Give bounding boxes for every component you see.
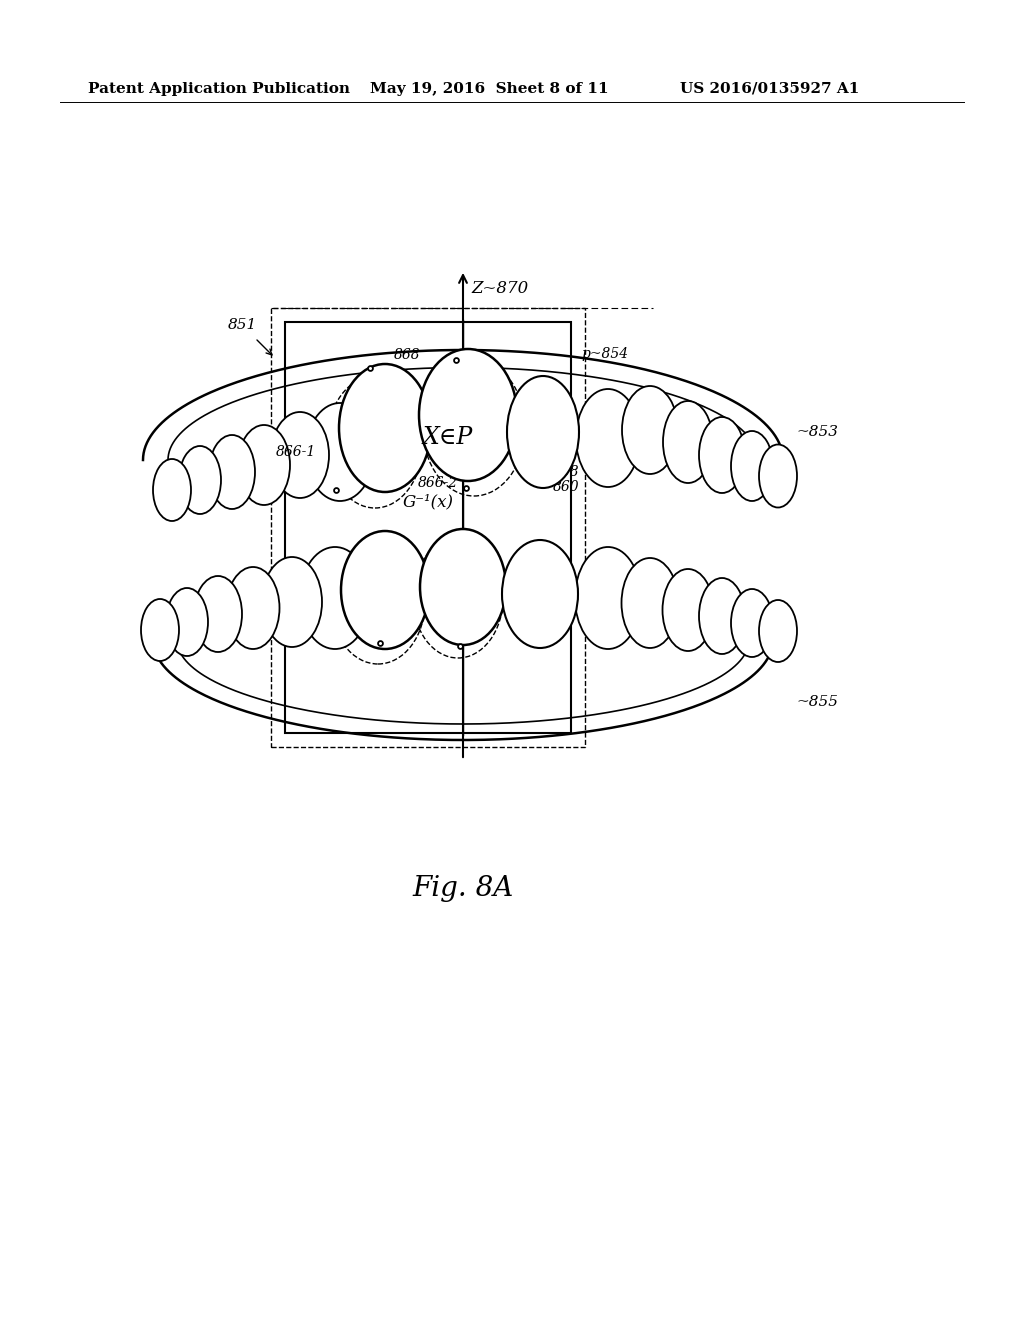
Text: X∈P: X∈P	[423, 426, 473, 450]
Text: Z~870: Z~870	[471, 280, 528, 297]
Ellipse shape	[575, 389, 640, 487]
Bar	[271, 308, 585, 747]
Ellipse shape	[502, 540, 578, 648]
Ellipse shape	[663, 569, 714, 651]
Text: G⁻¹(x): G⁻¹(x)	[402, 494, 454, 511]
Text: ~853: ~853	[796, 425, 838, 440]
Ellipse shape	[731, 589, 773, 657]
Text: ~855: ~855	[796, 696, 838, 709]
Ellipse shape	[300, 546, 370, 649]
Ellipse shape	[622, 385, 678, 474]
Ellipse shape	[699, 417, 745, 492]
Ellipse shape	[575, 546, 641, 649]
Ellipse shape	[663, 401, 713, 483]
Text: 851: 851	[228, 318, 257, 333]
Ellipse shape	[226, 568, 280, 649]
Bar	[285, 322, 571, 733]
Text: 866-2: 866-2	[418, 477, 459, 490]
Ellipse shape	[759, 601, 797, 663]
Ellipse shape	[262, 557, 322, 647]
Ellipse shape	[622, 558, 679, 648]
Ellipse shape	[141, 599, 179, 661]
Ellipse shape	[699, 578, 745, 653]
Ellipse shape	[166, 587, 208, 656]
Text: US 2016/0135927 A1: US 2016/0135927 A1	[680, 82, 859, 96]
Ellipse shape	[179, 446, 221, 513]
Text: p~854: p~854	[581, 347, 628, 360]
Ellipse shape	[759, 445, 797, 507]
Ellipse shape	[271, 412, 329, 498]
Ellipse shape	[419, 348, 517, 480]
Text: 860: 860	[553, 480, 580, 494]
Text: Fig. 8A: Fig. 8A	[413, 875, 514, 902]
Ellipse shape	[339, 364, 431, 492]
Ellipse shape	[306, 403, 374, 502]
Ellipse shape	[420, 529, 506, 645]
Ellipse shape	[153, 459, 191, 521]
Ellipse shape	[238, 425, 290, 506]
Ellipse shape	[194, 576, 242, 652]
Ellipse shape	[341, 531, 429, 649]
Text: Patent Application Publication: Patent Application Publication	[88, 82, 350, 96]
Ellipse shape	[507, 376, 579, 488]
Ellipse shape	[731, 432, 773, 502]
Ellipse shape	[209, 436, 255, 510]
Text: 868: 868	[394, 348, 421, 362]
Text: 866-1: 866-1	[276, 445, 316, 459]
Text: May 19, 2016  Sheet 8 of 11: May 19, 2016 Sheet 8 of 11	[370, 82, 608, 96]
Text: 858: 858	[553, 465, 580, 479]
